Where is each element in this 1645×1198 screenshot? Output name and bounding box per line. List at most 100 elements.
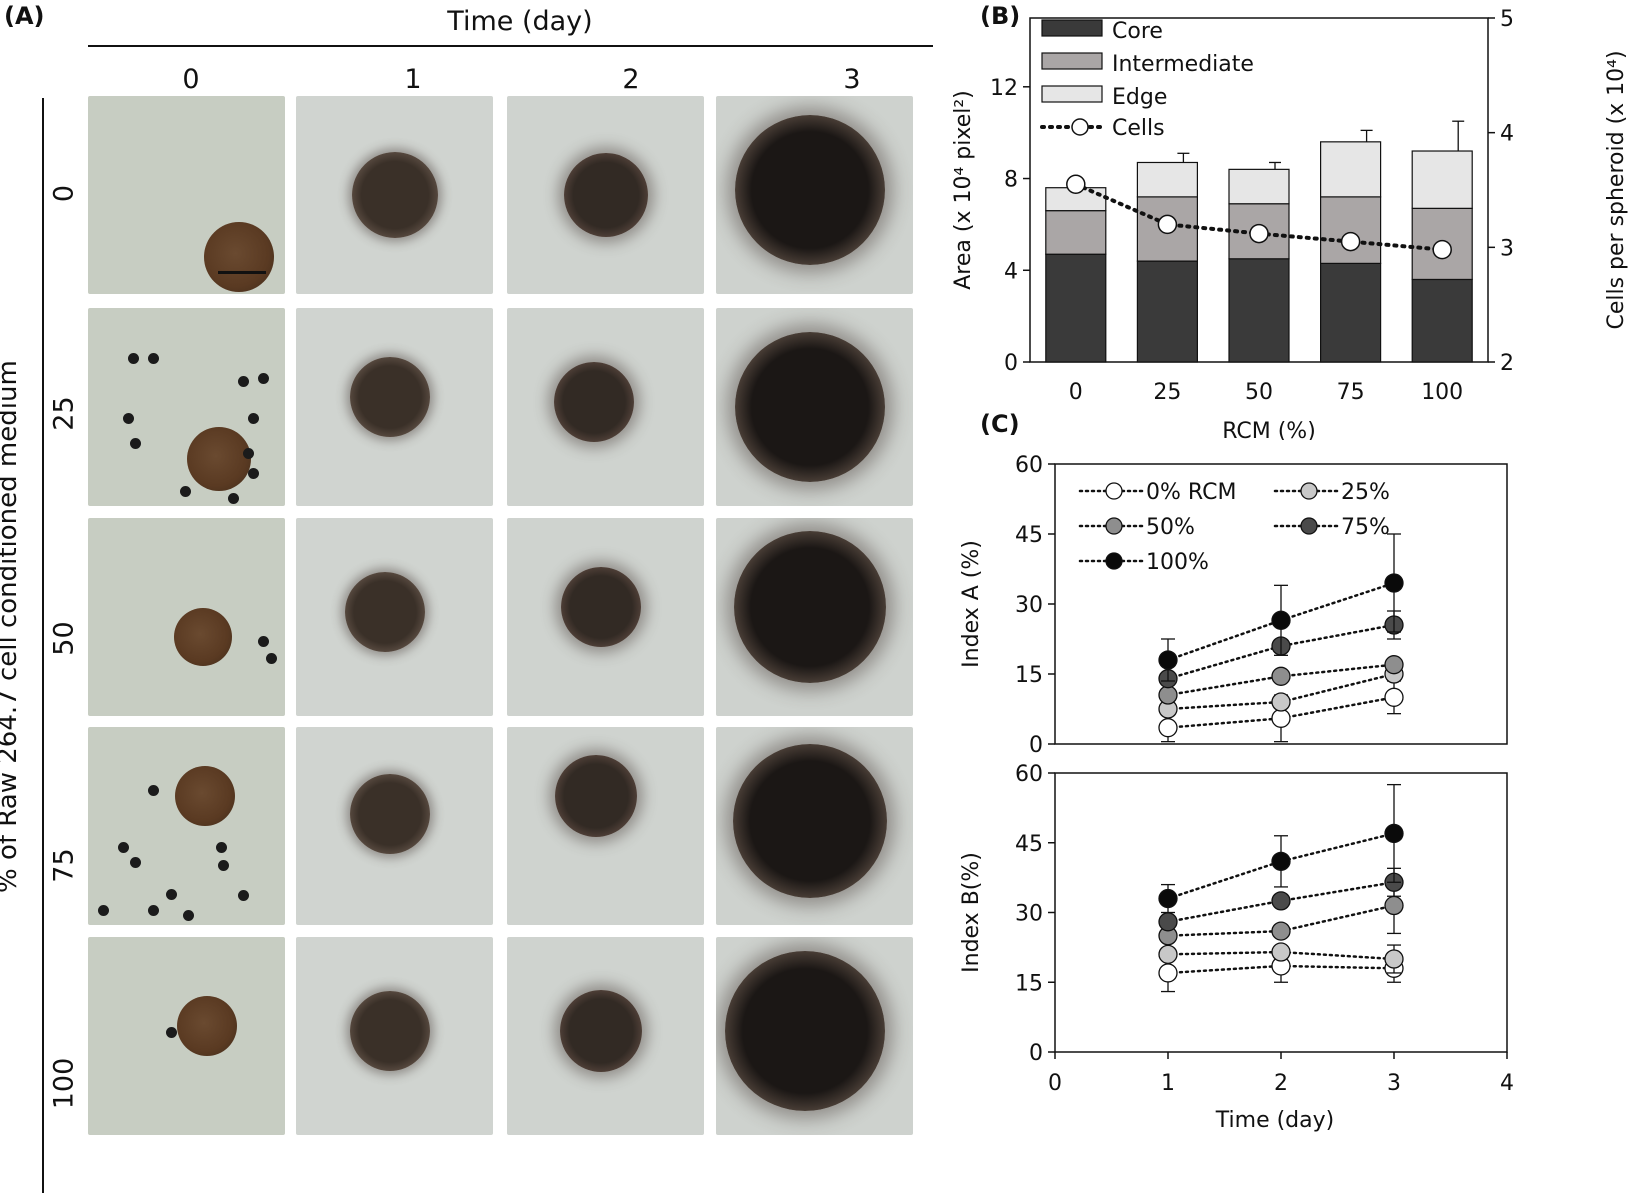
y-tick-label: 15 [1015,971,1043,996]
spheroid [733,531,886,683]
bar-core [1045,253,1107,363]
x-tick-label: 3 [1387,1071,1401,1096]
spheroid [734,115,885,265]
data-point [1158,944,1178,964]
spheroid [732,744,887,898]
bar-edge [1136,161,1198,198]
y-tick-label: 0 [1029,1041,1043,1066]
bar-edge [1320,141,1382,198]
data-point [1271,610,1291,630]
legend-label: 100% [1146,550,1209,575]
data-point [1271,942,1291,962]
data-point [1158,888,1178,909]
micrograph-tile [88,727,285,925]
row-header-100: 100 [48,1057,80,1110]
micrograph-tile [716,518,913,716]
data-point [1384,949,1404,969]
y-tick-label: 12 [990,76,1018,101]
data-point [1271,921,1291,941]
legend-marker [1300,517,1318,535]
bead [148,353,159,364]
bead [266,653,277,664]
y-axis-title: Area (x 10⁴ pixel²) [951,90,976,290]
micrograph-tile [88,937,285,1135]
bar-intermediate [1320,196,1382,264]
legend-label: 25% [1341,480,1390,505]
data-point [1384,895,1404,916]
x-tick-label: 4 [1500,1071,1514,1096]
bar-core [1411,278,1473,363]
data-point [1158,685,1178,705]
bead [118,842,129,853]
column-header-day-2: 2 [622,64,640,95]
micrograph-tile [716,96,913,294]
spheroid [174,766,235,826]
y-axis-title: Index B(%) [959,852,984,973]
micrograph-tile [716,727,913,925]
bar-core [1228,258,1290,363]
micrograph-tile [88,518,285,716]
legend-marker [1300,482,1318,500]
y-tick-label: 4 [1004,259,1018,284]
bead [98,905,109,916]
data-point [1271,666,1291,686]
bead [238,890,249,901]
micrograph-tile [716,308,913,506]
row-header-75: 75 [48,848,80,883]
y2-tick-label: 4 [1500,122,1514,147]
bead [166,1027,177,1038]
y-tick-label: 45 [1015,832,1043,857]
micrograph-tile [507,96,704,294]
bar-intermediate [1045,210,1107,255]
y-tick-label: 15 [1015,663,1043,688]
spheroid [344,572,425,652]
y-tick-label: 0 [1004,351,1018,376]
bead [258,373,269,384]
data-point [1271,692,1291,712]
bead [183,910,194,921]
data-point [1158,912,1178,932]
panel-a-label: (A) [4,2,45,30]
cells-point [1066,174,1086,195]
column-header-day-0: 0 [182,64,200,95]
spheroid [176,996,237,1056]
y-tick-label: 45 [1015,523,1043,548]
micrograph-tile [296,308,493,506]
data-point [1384,655,1404,675]
x-tick-label: 0 [1069,380,1083,405]
spheroid [203,222,274,292]
spheroid [349,357,430,437]
spheroid [186,427,251,491]
legend-marker [1105,482,1123,500]
x-tick-label: 0 [1048,1071,1062,1096]
spheroid [349,991,430,1071]
time-header-rule [88,45,933,47]
spheroid [173,608,232,666]
bar-edge [1228,168,1290,205]
bead [148,785,159,796]
legend-label: 0% RCM [1146,480,1236,505]
legend-label: Cells [1112,116,1165,141]
micrograph-tile [296,96,493,294]
plot-frame [1054,772,1508,1053]
row-axis-rule [42,98,44,1193]
bead [218,860,229,871]
bead [123,413,134,424]
bead [248,413,259,424]
bead [128,353,139,364]
data-point [1384,687,1404,707]
spheroid [349,774,430,854]
micrograph-tile [88,96,285,294]
data-point [1158,963,1178,983]
bead [248,468,259,479]
row-header-0: 0 [48,184,80,203]
data-point [1158,718,1178,738]
micrograph-tile [716,937,913,1135]
bead [130,857,141,868]
data-point [1271,851,1291,872]
y-tick-label: 0 [1029,733,1043,758]
cells-point [1340,231,1361,252]
spheroid [563,153,648,237]
bead [130,438,141,449]
